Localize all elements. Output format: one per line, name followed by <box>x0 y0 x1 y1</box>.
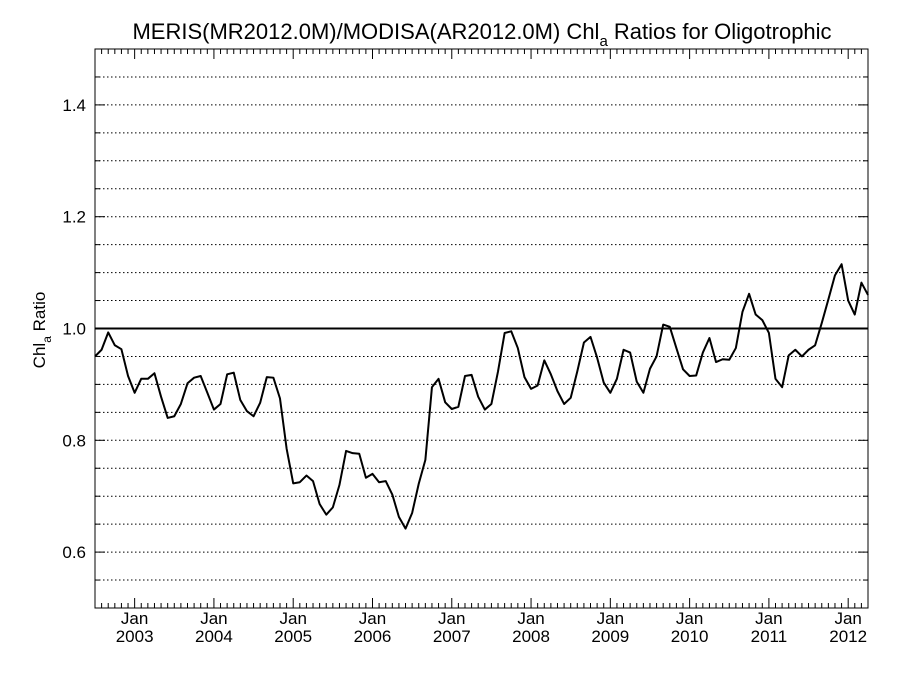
x-tick-label-month: Jan <box>200 609 227 628</box>
x-tick-label-year: 2009 <box>591 627 629 646</box>
x-tick-label-year: 2010 <box>671 627 709 646</box>
x-tick-label-month: Jan <box>359 609 386 628</box>
x-tick-label-year: 2006 <box>354 627 392 646</box>
x-tick-label-month: Jan <box>755 609 782 628</box>
x-tick-label-year: 2004 <box>195 627 233 646</box>
x-tick-label-month: Jan <box>676 609 703 628</box>
x-tick-label-month: Jan <box>834 609 861 628</box>
chart-title: MERIS(MR2012.0M)/MODISA(AR2012.0M) Chla … <box>132 19 831 50</box>
x-tick-label-year: 2003 <box>116 627 154 646</box>
x-tick-label-year: 2011 <box>751 627 788 646</box>
x-ticks-group: Jan2003Jan2004Jan2005Jan2006Jan2007Jan20… <box>94 49 869 646</box>
x-tick-label-month: Jan <box>279 609 306 628</box>
y-tick-label: 0.6 <box>62 543 86 562</box>
grid-lines <box>95 76 868 581</box>
x-tick-label-month: Jan <box>121 609 148 628</box>
x-tick-label-month: Jan <box>597 609 624 628</box>
x-tick-label-year: 2012 <box>829 627 867 646</box>
x-tick-label-year: 2005 <box>274 627 312 646</box>
y-tick-label: 0.8 <box>62 431 86 450</box>
series-line <box>94 263 869 530</box>
y-tick-label: 1.0 <box>62 320 86 339</box>
x-tick-label-year: 2008 <box>512 627 550 646</box>
y-tick-label: 1.2 <box>62 208 86 227</box>
series-group <box>94 263 869 530</box>
x-tick-label-month: Jan <box>517 609 544 628</box>
y-tick-label: 1.4 <box>62 96 86 115</box>
x-tick-label-year: 2007 <box>433 627 471 646</box>
x-tick-label-month: Jan <box>438 609 465 628</box>
y-axis-label: Chla Ratio <box>30 292 54 369</box>
y-ticks-group: 0.6 0.8 1.0 1.2 1.4 <box>62 76 868 581</box>
